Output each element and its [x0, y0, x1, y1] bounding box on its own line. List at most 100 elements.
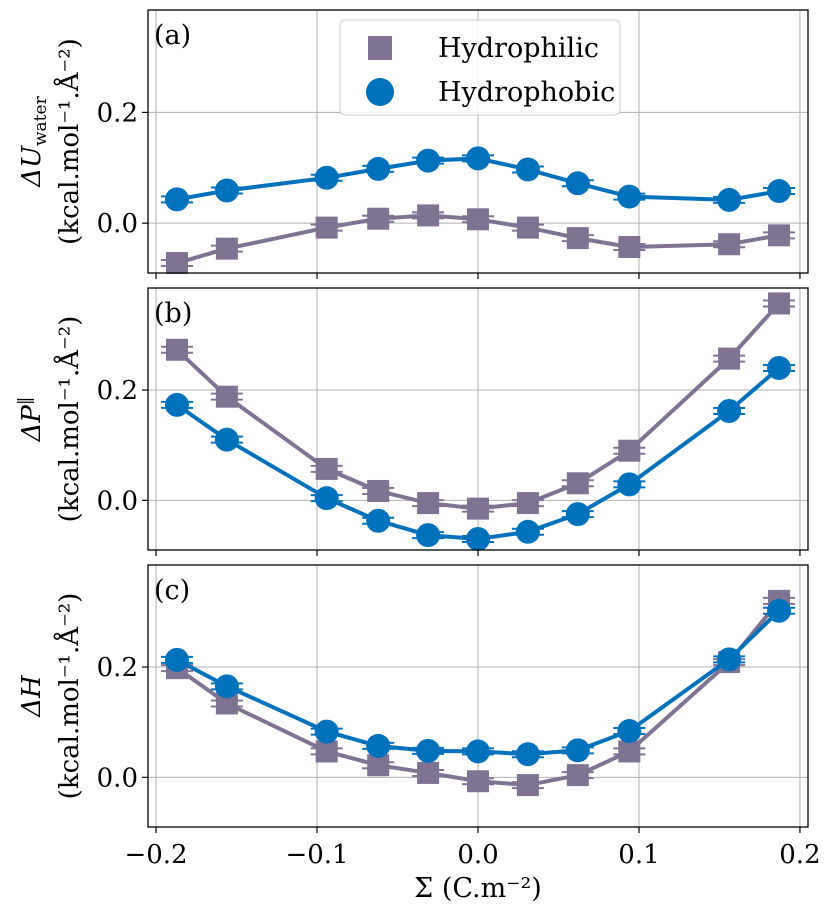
data-point-circle	[767, 179, 792, 204]
data-point-circle	[515, 742, 540, 767]
y-axis-units: (kcal.mol⁻¹.Å⁻²)	[53, 593, 85, 800]
y-axis-quantity: ΔH	[17, 674, 47, 718]
x-tick-label: −0.2	[124, 840, 187, 870]
data-point-circle	[617, 719, 642, 744]
data-point-circle	[717, 187, 742, 212]
data-point-circle	[515, 519, 540, 544]
data-point-square	[315, 740, 338, 763]
data-point-circle	[515, 157, 540, 182]
data-point-square	[417, 492, 440, 515]
data-point-square	[768, 292, 791, 315]
panel-label: (b)	[154, 298, 192, 329]
data-point-circle	[565, 171, 590, 196]
y-axis-quantity: ΔUwater	[17, 95, 51, 187]
y-tick-label: 0.0	[97, 763, 138, 793]
data-point-circle	[164, 647, 189, 672]
y-tick-label: 0.2	[97, 98, 138, 128]
data-point-circle	[366, 156, 391, 181]
data-point-square	[315, 457, 338, 480]
legend-entry-hydrophilic: Hydrophilic	[368, 33, 599, 64]
series-hydrophilic	[160, 589, 796, 797]
panels: 0.00.2(a)ΔUwater (kcal.mol⁻¹.Å⁻²)0.00.2(b…	[15, 9, 821, 870]
data-point-circle	[717, 399, 742, 424]
data-point-square	[215, 237, 238, 260]
data-point-square	[566, 764, 589, 787]
y-tick-label: 0.0	[97, 486, 138, 516]
y-axis-units: (kcal.mol⁻¹.Å⁻²)	[53, 316, 85, 523]
data-point-circle	[565, 738, 590, 763]
legend-label: Hydrophobic	[438, 77, 615, 108]
series-hydrophilic	[160, 204, 796, 275]
data-point-circle	[214, 674, 239, 699]
data-point-square	[516, 492, 539, 515]
panel-a: 0.0 0.2 (a) ΔUwater (kcal.mol⁻¹.Å⁻²)	[17, 9, 809, 279]
y-tick-label: 0.2	[97, 376, 138, 406]
legend: Hydrophilic Hydrophobic	[339, 19, 621, 116]
data-point-circle	[164, 392, 189, 417]
data-point-square	[367, 754, 390, 777]
data-point-square	[516, 216, 539, 239]
data-point-circle	[767, 598, 792, 623]
data-point-circle	[214, 178, 239, 203]
data-point-square	[417, 204, 440, 227]
data-point-circle	[366, 508, 391, 533]
legend-marker-square	[368, 36, 392, 60]
series-hydrophilic	[160, 292, 796, 520]
panel-c: 0.0 0.2 −0.2 −0.1 0.0 0.1 0.2 (c) ΔH (kcal.mol⁻¹.…	[17, 564, 821, 870]
x-tick-label: 0.2	[779, 840, 820, 870]
y-tick-label: 0.0	[97, 209, 138, 239]
x-tick-label: −0.1	[285, 840, 348, 870]
series-hydrophobic	[160, 598, 796, 767]
data-point-circle	[717, 647, 742, 672]
data-point-circle	[466, 526, 490, 551]
data-point-circle	[617, 184, 642, 209]
data-point-circle	[767, 355, 792, 380]
panel-label: (a)	[154, 20, 191, 51]
data-point-square	[467, 208, 489, 231]
data-point-circle	[617, 472, 642, 497]
legend-box	[339, 19, 621, 116]
data-point-circle	[466, 146, 490, 171]
data-point-square	[315, 216, 338, 239]
x-tick-label: 0.0	[457, 840, 498, 870]
data-point-square	[467, 770, 489, 793]
data-point-circle	[214, 427, 239, 452]
data-point-circle	[314, 165, 339, 190]
panel-b: 0.0 0.2 (b) ΔP‖ (kcal.mol⁻¹.Å⁻²)	[15, 287, 809, 556]
series-hydrophobic	[160, 355, 796, 551]
data-point-circle	[416, 738, 441, 763]
y-axis-quantity: ΔP‖	[15, 397, 47, 443]
data-point-square	[718, 233, 741, 256]
data-point-square	[618, 235, 641, 258]
data-point-circle	[416, 148, 441, 173]
y-tick-label: 0.2	[97, 653, 138, 683]
data-point-square	[516, 774, 539, 797]
legend-entry-hydrophobic: Hydrophobic	[366, 77, 615, 108]
data-point-square	[165, 252, 188, 275]
data-point-circle	[416, 523, 441, 548]
data-point-circle	[565, 502, 590, 527]
data-point-circle	[366, 733, 391, 758]
data-point-square	[367, 479, 390, 502]
data-point-square	[566, 227, 589, 250]
data-point-square	[165, 338, 188, 361]
data-point-circle	[164, 187, 189, 212]
data-point-square	[215, 692, 238, 715]
data-point-square	[215, 385, 238, 408]
legend-label: Hydrophilic	[438, 33, 599, 64]
data-point-circle	[314, 486, 339, 511]
data-point-square	[768, 224, 791, 247]
legend-marker-circle	[366, 78, 394, 106]
panel-label: (c)	[154, 575, 190, 606]
data-point-square	[618, 740, 641, 763]
y-axis-units: (kcal.mol⁻¹.Å⁻²)	[53, 38, 85, 245]
data-point-circle	[466, 739, 490, 764]
data-point-square	[566, 472, 589, 495]
data-point-circle	[314, 719, 339, 744]
data-point-square	[417, 761, 440, 784]
x-axis-label: Σ (C.m⁻²)	[414, 873, 542, 904]
data-point-square	[467, 497, 489, 520]
data-point-square	[367, 207, 390, 230]
data-point-square	[618, 439, 641, 462]
